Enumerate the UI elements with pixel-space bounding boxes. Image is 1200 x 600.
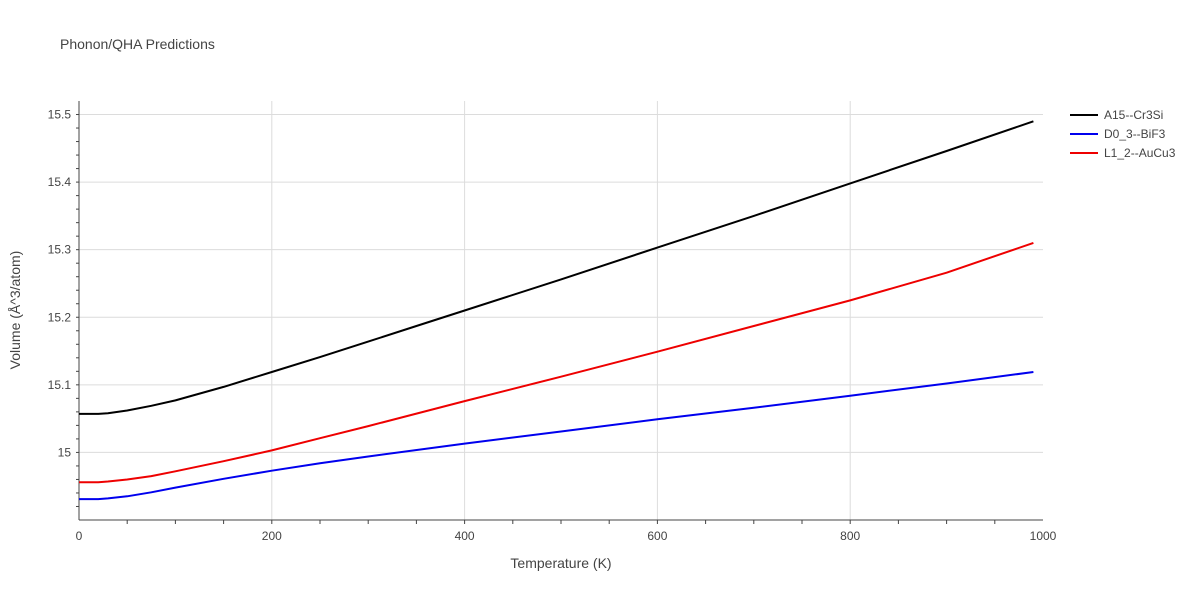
x-tick-label: 400 (455, 529, 475, 543)
series-line-2[interactable] (79, 371, 1034, 501)
y-tick-label: 15.5 (48, 108, 72, 122)
legend-label[interactable]: L1_2--AuCu3 (1104, 146, 1176, 160)
x-tick-label: 0 (76, 529, 83, 543)
x-tick-label: 200 (262, 529, 282, 543)
chart-title: Phonon/QHA Predictions (60, 36, 215, 52)
y-tick-label: 15.4 (48, 175, 72, 189)
y-tick-label: 15.2 (48, 310, 72, 324)
plot-area (79, 120, 1034, 501)
y-tick-label: 15 (58, 445, 72, 459)
series-line-3[interactable] (79, 241, 1034, 484)
x-tick-label: 600 (647, 529, 667, 543)
y-tick-label: 15.3 (48, 243, 72, 257)
series-line-1[interactable] (79, 120, 1034, 415)
grid-lines (79, 101, 1043, 520)
y-axis-label: Volume (Å^3/atom) (7, 251, 23, 370)
x-axis-label: Temperature (K) (510, 555, 611, 571)
x-tick-label: 800 (840, 529, 860, 543)
axes: 0 200 400 600 800 1000 15 15.1 15.2 15.3 15.4 15.5 (48, 101, 1057, 543)
x-tick-label: 1000 (1030, 529, 1057, 543)
legend-label[interactable]: A15--Cr3Si (1104, 108, 1163, 122)
y-tick-label: 15.1 (48, 378, 72, 392)
legend-label[interactable]: D0_3--BiF3 (1104, 127, 1166, 141)
legend[interactable]: A15--Cr3Si D0_3--BiF3 L1_2--AuCu3 (1070, 108, 1176, 160)
